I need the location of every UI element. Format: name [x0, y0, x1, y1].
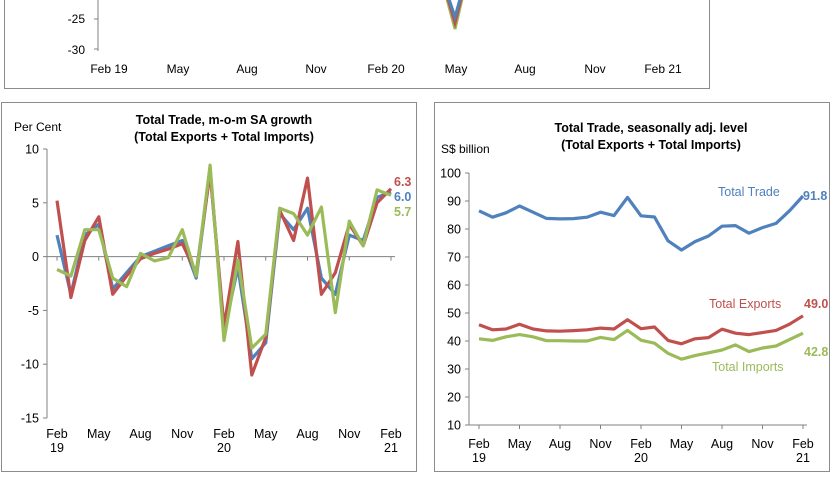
- y-tick-label: 5: [32, 196, 39, 210]
- top-x-tick-label: May: [167, 62, 190, 76]
- y-tick-label: -15: [21, 412, 39, 426]
- growth-chart-svg: Total Trade, m-o-m SA growth (Total Expor…: [14, 113, 411, 455]
- level-chart-svg: Total Trade, seasonally adj. level (Total…: [440, 121, 828, 465]
- top-series-blue: [447, 0, 462, 23]
- x-tick-label-year: 21: [384, 441, 398, 455]
- series-end-label: 6.3: [394, 175, 411, 189]
- series-end-label: 42.8: [804, 345, 828, 359]
- y-tick-label: 80: [447, 223, 461, 237]
- y-tick-label: 90: [447, 195, 461, 209]
- y-tick-label: 100: [440, 167, 461, 181]
- series-line-series-2: [56, 163, 392, 350]
- x-tick-label: Nov: [171, 427, 194, 441]
- x-tick-label-year: 19: [50, 441, 64, 455]
- series-end-label: 49.0: [804, 297, 828, 311]
- top-x-tick-label: Aug: [514, 62, 535, 76]
- y-tick-label: 40: [447, 335, 461, 349]
- top-x-tick-label: Aug: [236, 62, 257, 76]
- x-tick-label: Feb: [380, 427, 402, 441]
- top-y-tick-label: -25: [68, 12, 86, 26]
- y-tick-label: 30: [447, 363, 461, 377]
- chart-subtitle: (Total Exports + Total Imports): [134, 130, 314, 144]
- top-x-tick-label: May: [445, 62, 468, 76]
- growth-chart-panel: Total Trade, m-o-m SA growth (Total Expor…: [1, 102, 417, 472]
- top-x-tick-label: Feb 21: [644, 62, 682, 76]
- top-x-tick-label: Feb 20: [367, 62, 405, 76]
- chart-title: Total Trade, m-o-m SA growth: [136, 113, 312, 127]
- x-tick-label: Nov: [589, 437, 612, 451]
- y-tick-label: 10: [25, 143, 39, 157]
- series-end-label: 91.8: [803, 189, 827, 203]
- x-tick-label: Feb: [46, 427, 68, 441]
- x-tick-label: Feb: [630, 437, 652, 451]
- x-tick-label: May: [508, 437, 532, 451]
- x-tick-label: Aug: [129, 427, 151, 441]
- chart-subtitle: (Total Exports + Total Imports): [561, 138, 741, 152]
- series-name-label: Total Exports: [709, 297, 781, 311]
- y-tick-label: 50: [447, 307, 461, 321]
- y-tick-label: 20: [447, 391, 461, 405]
- series-line-total-exports: [478, 314, 804, 346]
- x-tick-label: May: [670, 437, 694, 451]
- y-tick-label: 60: [447, 279, 461, 293]
- top-x-tick-label: Nov: [305, 62, 326, 76]
- series-name-label: Total Trade: [718, 185, 780, 199]
- y-tick-label: 70: [447, 251, 461, 265]
- series-line-total-imports: [478, 328, 804, 361]
- top-x-tick-label: Nov: [584, 62, 605, 76]
- series-end-label: 6.0: [394, 190, 411, 204]
- y-axis-label: Per Cent: [14, 120, 62, 134]
- top-y-tick-label: -30: [68, 43, 86, 57]
- y-tick-label: 0: [32, 250, 39, 264]
- x-tick-label: Feb: [213, 427, 235, 441]
- x-tick-label: Aug: [549, 437, 571, 451]
- chart-title: Total Trade, seasonally adj. level: [555, 121, 748, 135]
- x-tick-label-year: 20: [217, 441, 231, 455]
- x-tick-label: Aug: [711, 437, 733, 451]
- x-tick-label: May: [87, 427, 111, 441]
- level-chart-panel: Total Trade, seasonally adj. level (Total…: [434, 102, 830, 472]
- series-name-label: Total Imports: [712, 360, 784, 374]
- series-line-total-trade: [478, 194, 805, 252]
- x-tick-label: Nov: [338, 427, 361, 441]
- y-tick-label: -10: [21, 358, 39, 372]
- x-tick-label: May: [254, 427, 278, 441]
- top-chart-panel: -25 -30 Feb 19 May Aug Nov Feb 20 May Au…: [4, 0, 710, 89]
- x-tick-label: Feb: [792, 437, 814, 451]
- x-tick-label: Aug: [296, 427, 318, 441]
- x-tick-label-year: 20: [634, 451, 648, 465]
- top-x-tick-label: Feb 19: [90, 62, 128, 76]
- x-tick-label-year: 19: [472, 451, 486, 465]
- y-axis-label: S$ billion: [441, 142, 490, 156]
- y-tick-label: 10: [447, 419, 461, 433]
- x-tick-label: Feb: [468, 437, 490, 451]
- top-chart-svg: -25 -30 Feb 19 May Aug Nov Feb 20 May Au…: [68, 0, 682, 76]
- y-tick-label: -5: [28, 304, 39, 318]
- x-tick-label: Nov: [751, 437, 774, 451]
- x-tick-label-year: 21: [796, 451, 810, 465]
- series-end-label: 5.7: [394, 205, 411, 219]
